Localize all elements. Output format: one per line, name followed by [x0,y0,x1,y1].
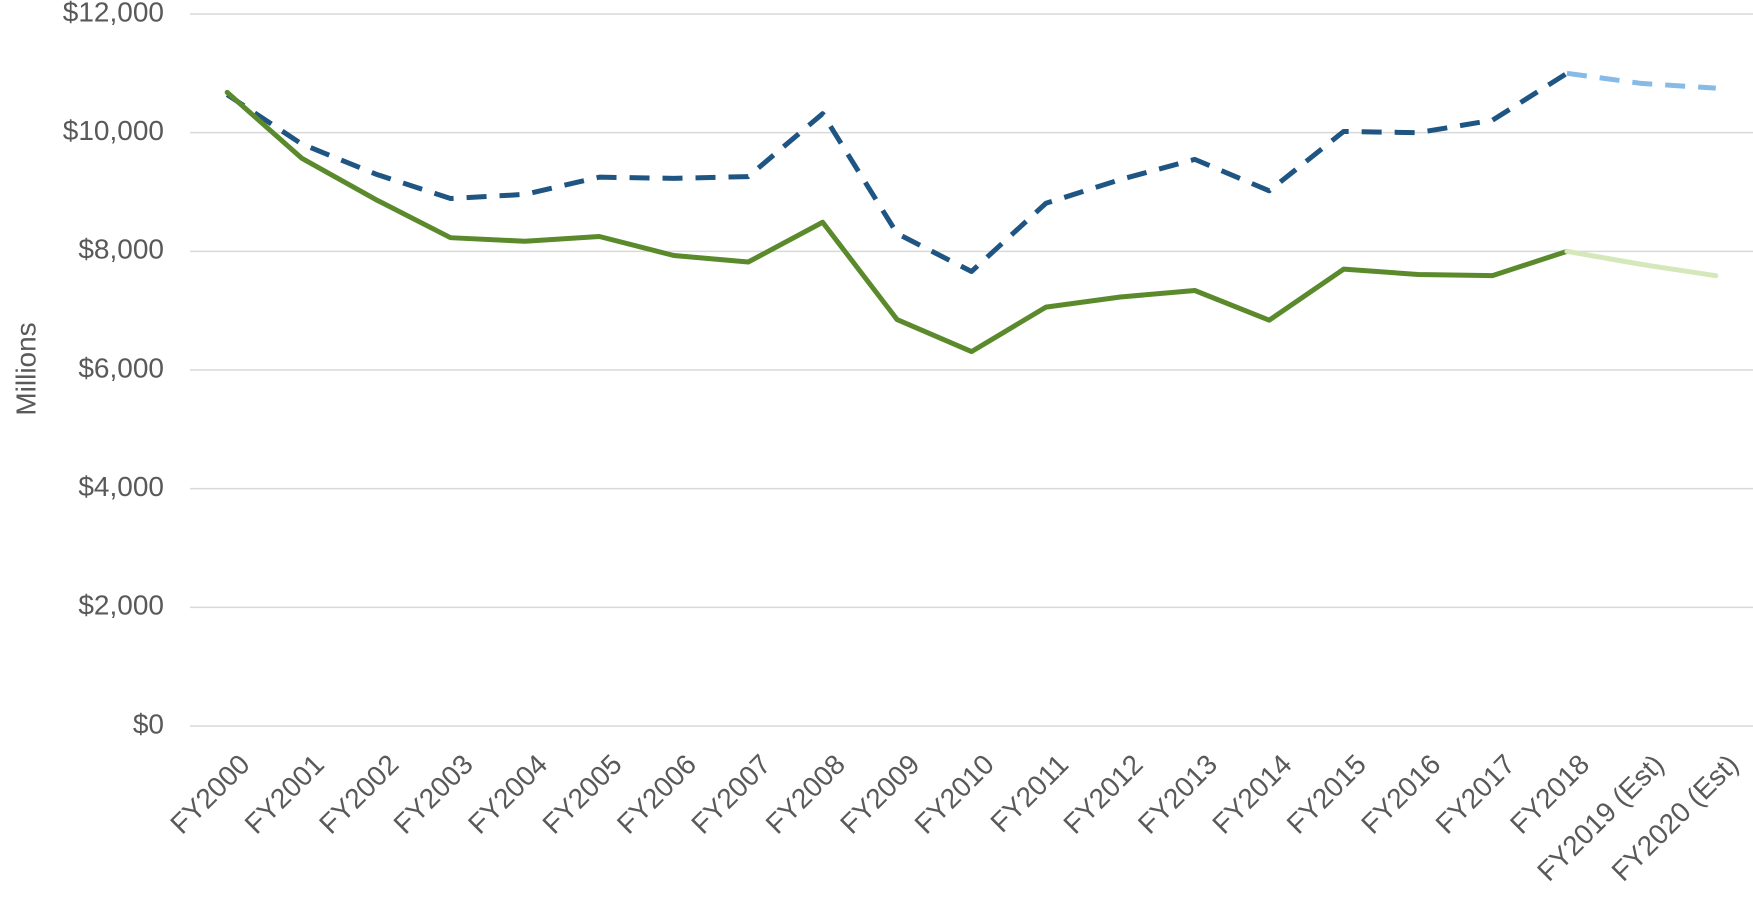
x-tick-label: FY2011 [985,748,1075,838]
y-tick-label: $2,000 [78,590,164,621]
x-tick-label: FY2006 [611,748,702,839]
x-tick-label: FY2007 [685,748,776,839]
y-tick-label: $8,000 [78,234,164,265]
x-tick-label: FY2014 [1206,748,1297,839]
x-tick-label: FY2001 [239,748,330,839]
series-line [1566,70,1716,91]
x-tick-label: FY2009 [834,748,925,839]
y-tick-label: $6,000 [78,352,164,383]
x-tick-label: FY2012 [1057,748,1148,839]
x-tick-label: FY2010 [909,748,1000,839]
x-tick-label: FY2008 [760,748,851,839]
x-tick-label: FY2013 [1132,748,1223,839]
y-tick-label: $10,000 [63,115,164,146]
x-tick-label: FY2004 [462,748,553,839]
x-tick-label: FY2016 [1355,748,1446,839]
series-line [1564,248,1719,279]
x-tick-label: FY2000 [164,748,255,839]
series-line [224,89,1570,355]
x-tick-label: FY2015 [1281,748,1372,839]
x-tick-label: FY2005 [536,748,627,839]
series-line [225,71,1569,275]
y-tick-label: $12,000 [63,0,164,27]
x-tick-label: FY2002 [313,748,404,839]
y-axis-title: Millions [10,322,41,415]
y-tick-label: $0 [133,708,164,739]
y-tick-label: $4,000 [78,471,164,502]
x-tick-label: FY2003 [388,748,479,839]
x-tick-label: FY2017 [1430,748,1521,839]
